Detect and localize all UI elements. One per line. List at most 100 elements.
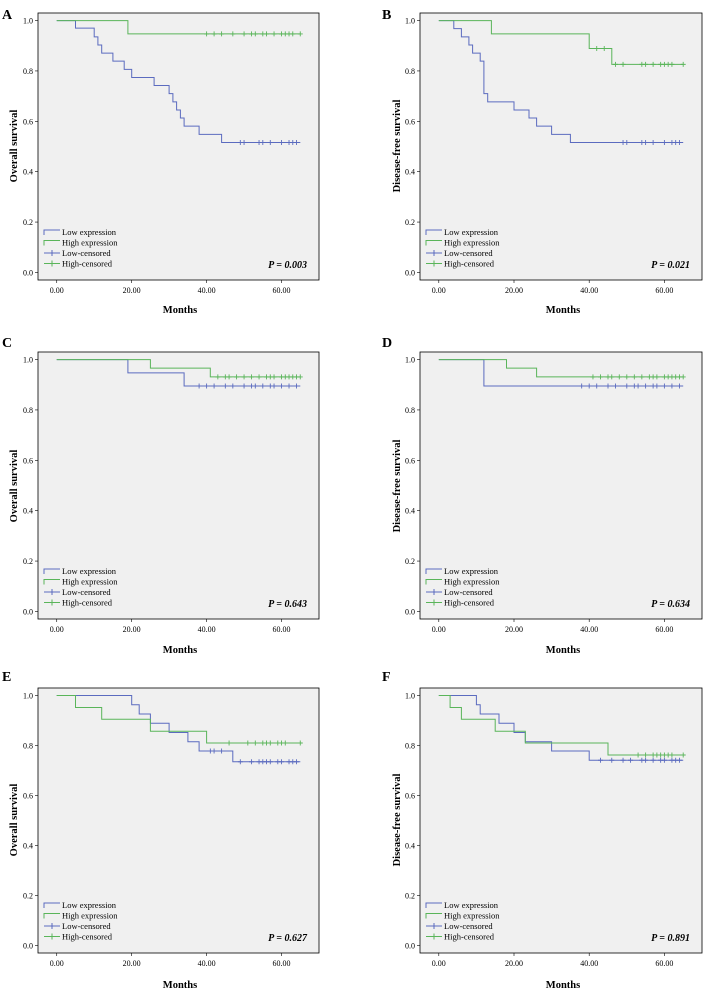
legend-label: Low-censored	[62, 248, 111, 258]
legend-label: High expression	[444, 577, 500, 587]
censor-mark	[605, 383, 611, 389]
x-tick-label: 40.00	[198, 286, 216, 295]
x-axis-title: Months	[546, 305, 580, 316]
y-tick-label: 0.6	[23, 792, 33, 801]
censor-mark	[282, 740, 288, 746]
censor-mark	[676, 383, 682, 389]
legend-label: Low-censored	[62, 587, 111, 597]
censor-mark	[669, 383, 675, 389]
y-axis-title: Disease-free survival	[392, 100, 403, 193]
censor-mark	[215, 374, 221, 380]
censor-mark	[256, 374, 262, 380]
censor-mark	[294, 139, 300, 145]
censor-mark	[241, 374, 247, 380]
km-panel-d: D 0.0 0.2 0.4 0.6 0.8 1.0 0.00 20.00 40.00 60.00 Mo…	[382, 336, 703, 656]
p-value: P = 0.891	[651, 933, 690, 944]
legend-key	[426, 923, 442, 929]
y-tick-label: 0.0	[23, 607, 33, 616]
x-tick-label: 60.00	[655, 286, 673, 295]
censor-mark	[204, 31, 210, 37]
y-tick-label: 0.6	[405, 117, 415, 126]
censor-mark	[241, 139, 247, 145]
y-tick-label: 0.6	[405, 792, 415, 801]
censor-mark	[620, 757, 626, 763]
legend-key	[44, 260, 60, 267]
x-axis-title: Months	[546, 980, 580, 991]
censor-mark	[237, 759, 243, 765]
legend-key	[44, 599, 60, 606]
legend-label: High expression	[62, 911, 118, 921]
p-value: P = 0.643	[268, 599, 307, 610]
censor-mark	[601, 46, 607, 52]
censor-mark	[635, 752, 641, 758]
y-tick-label: 0.6	[23, 117, 33, 126]
x-tick-label: 20.00	[505, 625, 523, 634]
censor-mark	[211, 383, 217, 389]
legend-key	[426, 260, 442, 267]
x-axis-title: Months	[163, 305, 197, 316]
panel-letter: C	[2, 336, 12, 351]
y-tick-label: 0.0	[405, 268, 415, 277]
censor-mark	[234, 374, 240, 380]
censor-mark	[661, 139, 667, 145]
censor-mark	[245, 740, 251, 746]
x-axis-title: Months	[546, 645, 580, 656]
censor-mark	[219, 748, 225, 754]
x-tick-label: 0.00	[432, 959, 446, 968]
km-panel-e: E 0.0 0.2 0.4 0.6 0.8 1.0 0.00 20.00 40.00 60.00 Mo…	[2, 670, 320, 991]
censor-mark	[609, 757, 615, 763]
y-tick-label: 0.4	[405, 168, 415, 177]
censor-mark	[196, 383, 202, 389]
censor-mark	[290, 31, 296, 37]
censor-mark	[279, 383, 285, 389]
censor-mark	[586, 383, 592, 389]
legend-key	[425, 579, 442, 585]
y-tick-label: 0.2	[23, 557, 33, 566]
censor-mark	[597, 757, 603, 763]
legend-key	[43, 240, 60, 246]
y-tick-label: 0.8	[405, 406, 415, 415]
legend-label: Low expression	[62, 227, 117, 237]
censor-mark	[680, 374, 686, 380]
censor-mark	[271, 374, 277, 380]
p-value: P = 0.627	[268, 933, 308, 944]
censor-mark	[676, 139, 682, 145]
legend-key	[426, 589, 442, 595]
y-tick-label: 1.0	[405, 17, 415, 26]
censor-mark	[252, 31, 258, 37]
survival-curve-high	[438, 359, 684, 378]
y-tick-label: 0.0	[405, 607, 415, 616]
censor-mark	[297, 31, 303, 37]
x-tick-label: 0.00	[50, 286, 64, 295]
y-tick-label: 0.0	[23, 268, 33, 277]
y-tick-label: 1.0	[23, 17, 33, 26]
km-panel-c: C 0.0 0.2 0.4 0.6 0.8 1.0 0.00 20.00 40.00 60.00 Mo…	[2, 336, 320, 656]
x-tick-label: 60.00	[655, 625, 673, 634]
censor-mark	[226, 374, 232, 380]
legend-key	[425, 902, 442, 908]
y-tick-label: 0.2	[405, 557, 415, 566]
y-tick-label: 1.0	[23, 692, 33, 701]
censor-mark	[624, 139, 630, 145]
p-value: P = 0.003	[268, 260, 307, 271]
censor-mark	[594, 46, 600, 52]
y-tick-label: 0.8	[23, 406, 33, 415]
legend-label: Low-censored	[444, 921, 493, 931]
y-tick-label: 0.4	[23, 507, 33, 516]
censor-mark	[631, 374, 637, 380]
legend-label: Low expression	[62, 900, 117, 910]
censor-mark	[624, 374, 630, 380]
censor-mark	[271, 383, 277, 389]
censor-mark	[294, 383, 300, 389]
censor-mark	[222, 383, 228, 389]
legend-key	[425, 568, 442, 574]
legend-key	[44, 933, 60, 940]
censor-mark	[286, 383, 292, 389]
censor-mark	[597, 374, 603, 380]
y-tick-label: 0.0	[405, 942, 415, 951]
y-tick-label: 1.0	[23, 356, 33, 365]
censor-mark	[613, 383, 619, 389]
